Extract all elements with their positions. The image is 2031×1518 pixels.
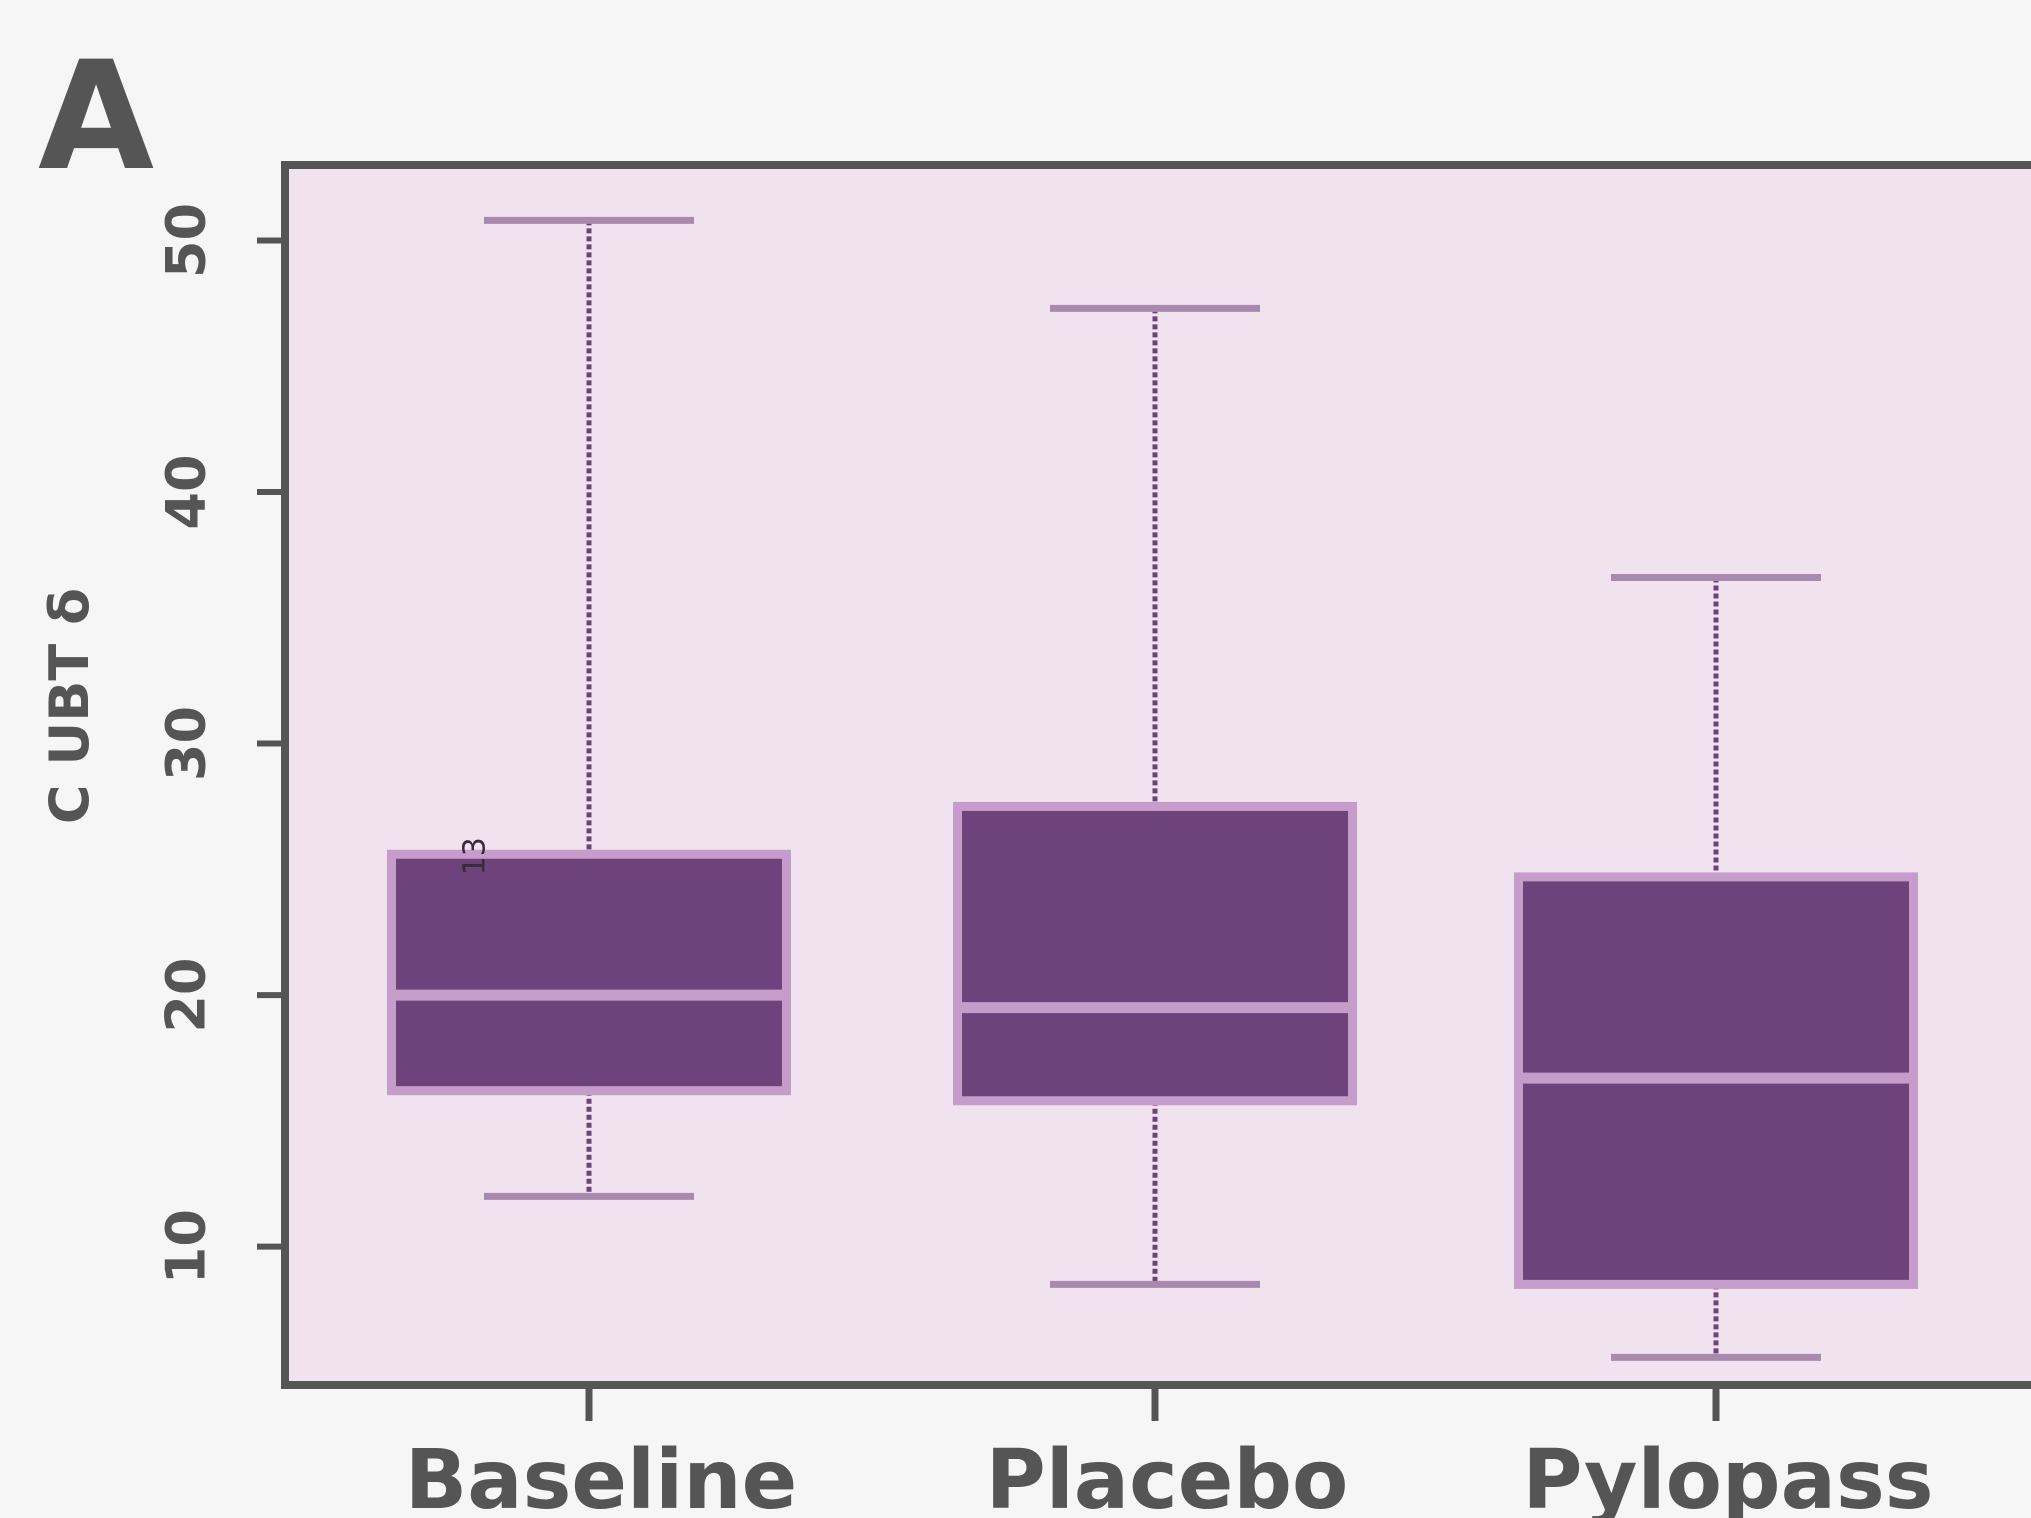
box-baseline <box>387 216 791 1200</box>
x-tick-label-placebo: Placebo <box>986 1433 1349 1518</box>
box-placebo <box>953 304 1357 1288</box>
x-axis: Baseline Placebo Pylopass <box>405 1385 1934 1518</box>
y-tick-label: 30 <box>155 706 218 781</box>
y-axis-title: C UBT δ <box>38 588 101 824</box>
panel-letter: A <box>38 30 154 204</box>
y-tick-label: 50 <box>155 203 218 278</box>
y-axis: 10 20 30 40 50 <box>155 203 285 1284</box>
iqr-box <box>387 849 791 1096</box>
iqr-box <box>953 801 1357 1106</box>
box-pylopass <box>1514 574 1918 1361</box>
y-tick-label: 40 <box>155 454 218 529</box>
annotation: 13 <box>458 837 493 875</box>
y-tick-label: 10 <box>155 1209 218 1284</box>
y-tick-label: 20 <box>155 958 218 1033</box>
x-tick-label-pylopass: Pylopass <box>1522 1433 1933 1518</box>
x-tick-label-baseline: Baseline <box>405 1433 797 1518</box>
boxes-layer: 13 <box>387 216 1918 1361</box>
